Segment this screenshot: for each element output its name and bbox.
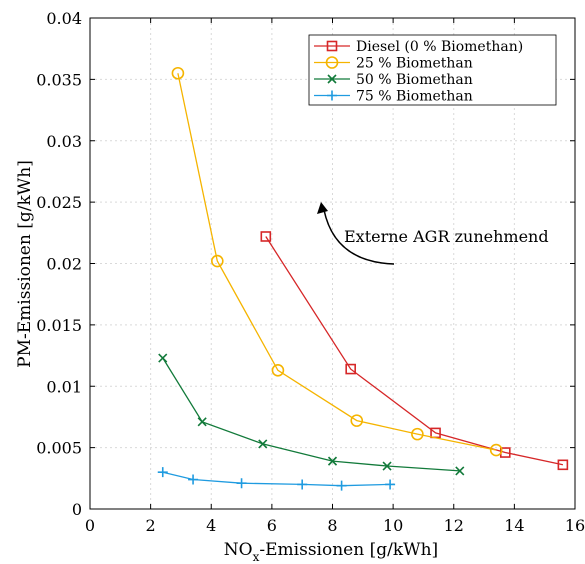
data-point bbox=[327, 456, 338, 466]
x-tick-label: 4 bbox=[206, 516, 216, 535]
y-tick-label: 0.03 bbox=[46, 132, 82, 151]
x-tick-label: 0 bbox=[85, 516, 95, 535]
data-point bbox=[336, 480, 347, 491]
x-tick-label: 6 bbox=[267, 516, 277, 535]
data-point bbox=[197, 417, 207, 427]
legend-box bbox=[308, 34, 557, 106]
data-point bbox=[188, 474, 199, 485]
series-line bbox=[177, 73, 497, 451]
x-tick-label: 10 bbox=[383, 516, 403, 535]
y-tick-label: 0.005 bbox=[36, 439, 82, 458]
legend-item: 50 % Biomethan bbox=[314, 72, 473, 88]
data-point bbox=[345, 363, 356, 375]
annotation-arrow-curve bbox=[323, 209, 395, 265]
data-series bbox=[157, 66, 569, 491]
data-point bbox=[236, 478, 247, 489]
y-tick-label: 0.01 bbox=[46, 377, 82, 396]
legend-marker bbox=[325, 56, 339, 69]
legend-marker bbox=[326, 40, 338, 52]
y-tick-label: 0 bbox=[72, 500, 82, 519]
legend-label: Diesel (0 % Biomethan) bbox=[356, 39, 523, 55]
series-4 bbox=[157, 467, 396, 491]
y-tick-label: 0.025 bbox=[36, 193, 82, 212]
data-point bbox=[260, 231, 272, 242]
legend-item: Diesel (0 % Biomethan) bbox=[314, 39, 523, 55]
data-point bbox=[258, 439, 268, 449]
y-tick-label: 0.04 bbox=[46, 9, 82, 28]
y-tick-label: 0.015 bbox=[36, 316, 82, 335]
series-line bbox=[162, 471, 391, 487]
legend-item: 25 % Biomethan bbox=[314, 56, 473, 72]
x-tick-label: 2 bbox=[146, 516, 156, 535]
legend-label: 75 % Biomethan bbox=[356, 89, 473, 105]
annotation-arrow-head bbox=[317, 202, 328, 214]
legend-label: 25 % Biomethan bbox=[356, 56, 473, 72]
data-point bbox=[382, 461, 392, 471]
data-point bbox=[211, 254, 224, 268]
data-point bbox=[455, 466, 465, 476]
series-2 bbox=[171, 66, 503, 457]
y-tick-label: 0.035 bbox=[36, 70, 82, 89]
data-point bbox=[385, 479, 396, 490]
series-3 bbox=[158, 353, 465, 476]
axis-ticks: 0 2 4 6 8 10 12 14 16 0 0.005 0.01 0.015 0.02 0.025 0.0… bbox=[36, 9, 585, 535]
series-line bbox=[162, 357, 460, 472]
x-tick-label: 14 bbox=[504, 516, 524, 535]
series-line bbox=[265, 236, 564, 466]
x-axis-title: NOx-Emissionen [g/kWh] bbox=[224, 540, 438, 564]
legend-marker bbox=[327, 90, 337, 101]
data-point bbox=[271, 363, 285, 377]
y-tick-label: 0.02 bbox=[46, 255, 82, 274]
legend-label: 50 % Biomethan bbox=[356, 72, 473, 88]
x-tick-label: 12 bbox=[444, 516, 464, 535]
annotation-text: Externe AGR zunehmend bbox=[344, 227, 549, 246]
data-point bbox=[411, 427, 424, 441]
data-point bbox=[350, 414, 364, 427]
y-axis-title: PM-Emissionen [g/kWh] bbox=[15, 160, 35, 368]
data-point bbox=[557, 459, 569, 471]
data-point bbox=[297, 479, 308, 490]
x-tick-label: 16 bbox=[565, 516, 585, 535]
legend-marker bbox=[327, 74, 337, 84]
data-point bbox=[489, 443, 503, 457]
data-point bbox=[157, 467, 168, 478]
data-point bbox=[171, 66, 185, 80]
annotation: Externe AGR zunehmend bbox=[317, 202, 549, 265]
x-axis-title-subscript: x bbox=[253, 550, 260, 564]
x-tick-label: 8 bbox=[327, 516, 337, 535]
legend-item: 75 % Biomethan bbox=[314, 89, 473, 105]
data-point bbox=[158, 353, 168, 363]
